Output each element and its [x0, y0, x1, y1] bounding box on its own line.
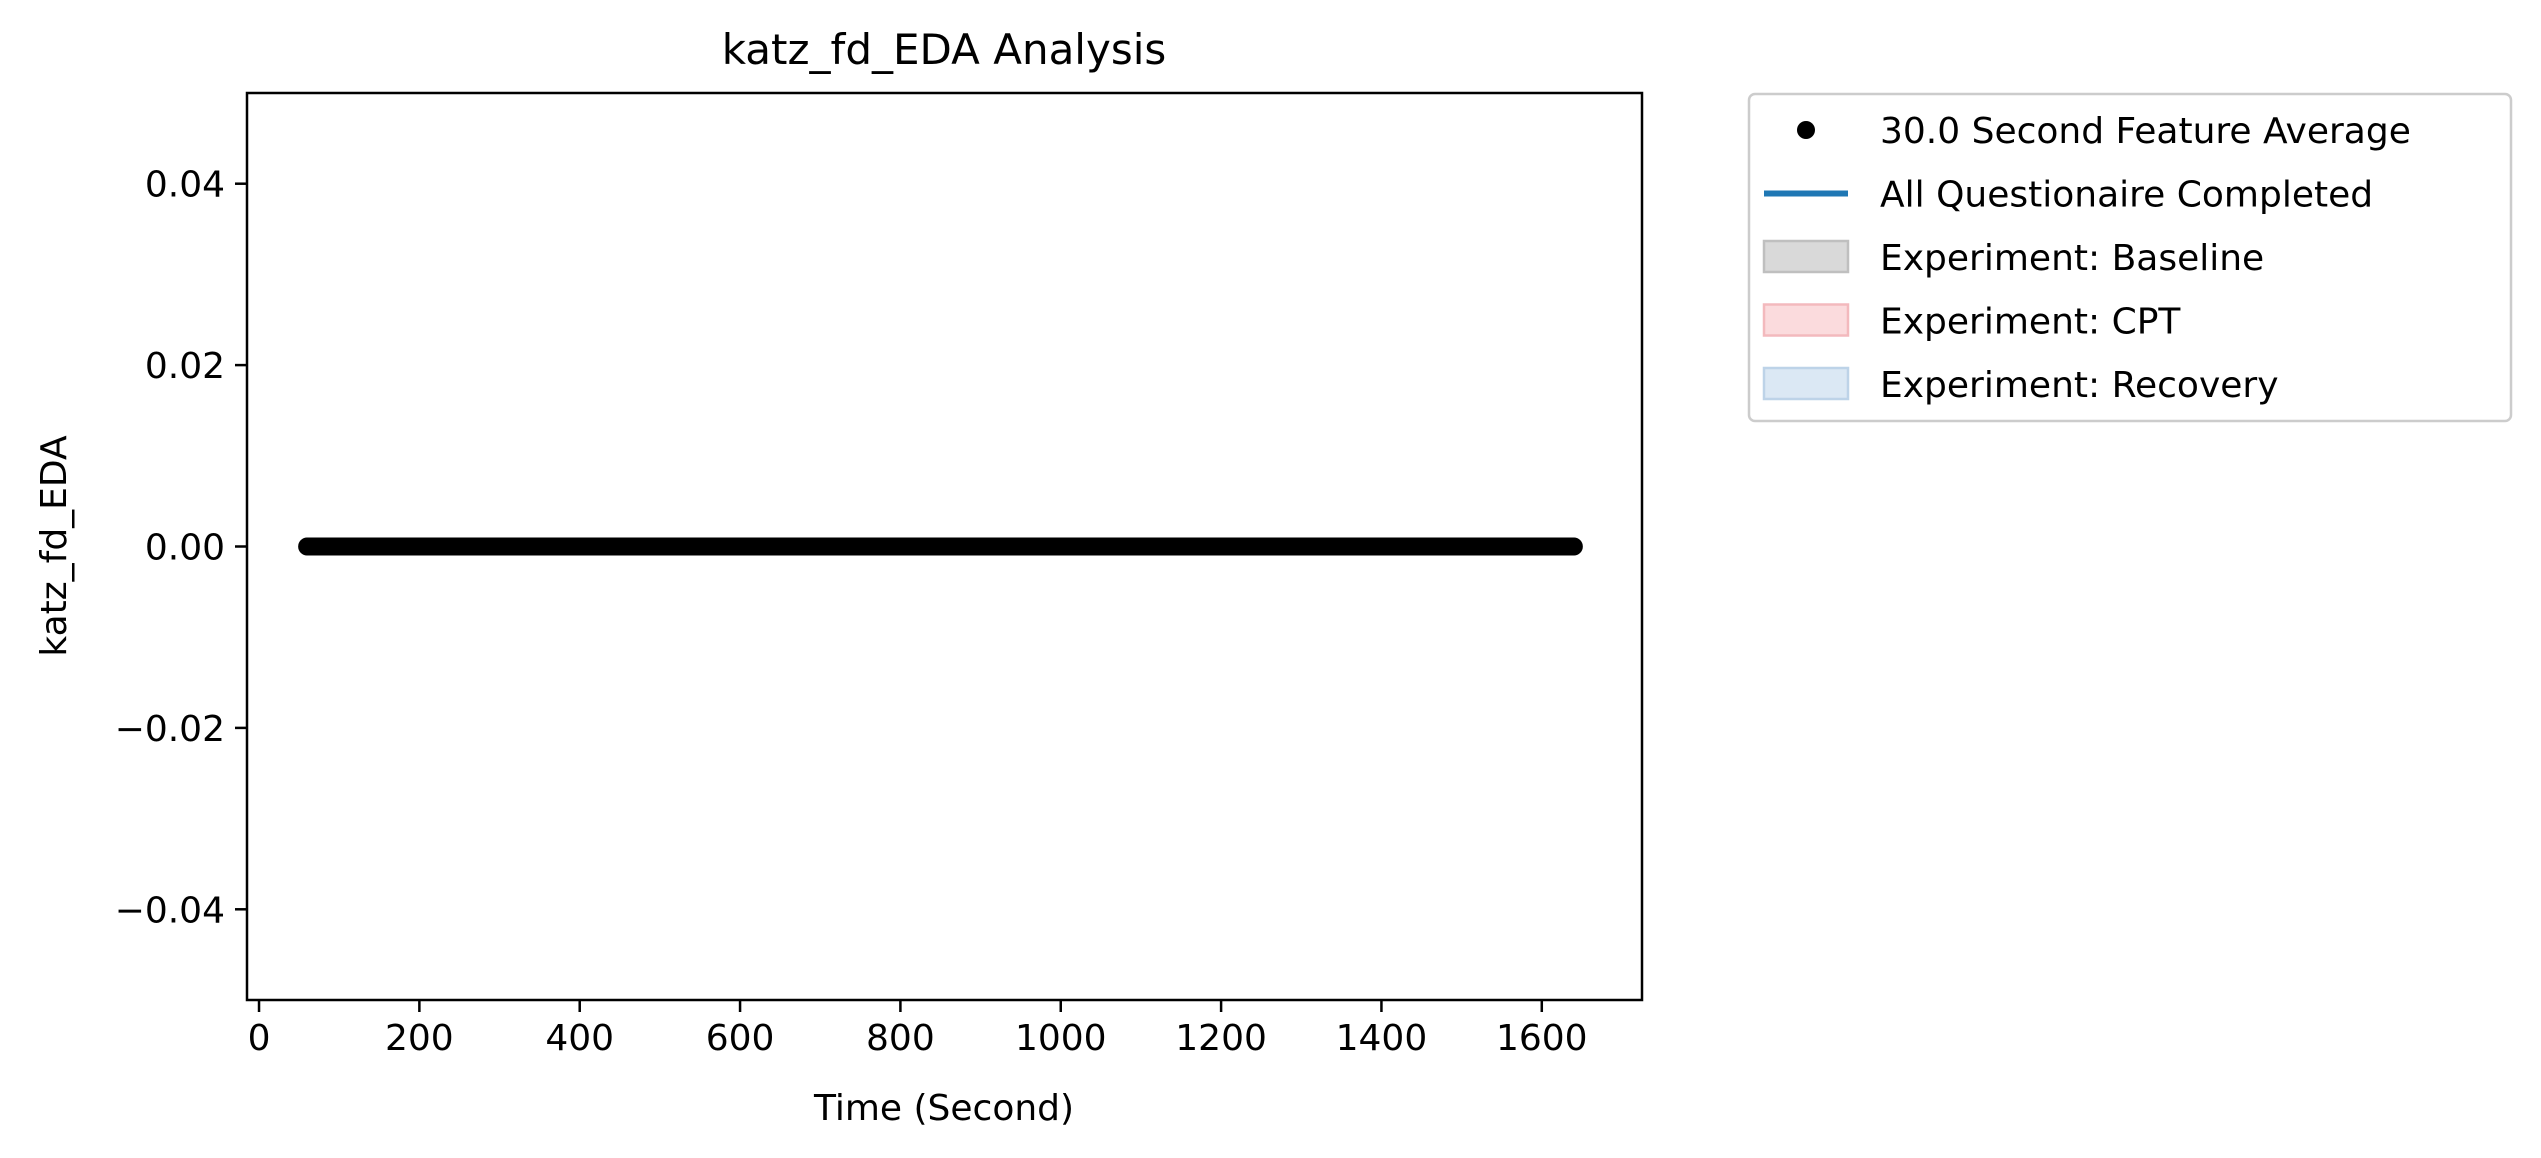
legend-label: 30.0 Second Feature Average: [1880, 111, 2411, 152]
legend-label: Experiment: Recovery: [1880, 365, 2279, 406]
x-axis: 0 200 400 600 800 1000 1200 1400 1600: [248, 1000, 1588, 1059]
data-point: [1564, 537, 1583, 556]
y-tick-label: 0.00: [145, 528, 225, 569]
y-tick-label: −0.02: [115, 709, 225, 750]
legend-swatch: [1762, 239, 1850, 274]
y-tick-label: 0.02: [145, 346, 225, 387]
legend-label: Experiment: Baseline: [1880, 238, 2264, 279]
x-tick-label: 0: [248, 1018, 271, 1059]
chart-title: katz_fd_EDA Analysis: [722, 25, 1167, 74]
x-tick-label: 1000: [1015, 1018, 1107, 1059]
y-axis-label: katz_fd_EDA: [34, 435, 75, 657]
y-axis: 0.04 0.02 0.00 −0.02 −0.04: [115, 165, 247, 931]
x-tick-label: 1200: [1175, 1018, 1267, 1059]
x-tick-label: 800: [866, 1018, 935, 1059]
legend: 30.0 Second Feature Average All Questiona…: [1747, 92, 2513, 423]
series-layer: [298, 537, 1583, 556]
x-tick-label: 1600: [1496, 1018, 1588, 1059]
legend-entry: All Questionaire Completed: [1764, 175, 2373, 216]
series-0: [298, 537, 1583, 556]
legend-entry: Experiment: CPT: [1762, 302, 2181, 343]
x-tick-label: 600: [706, 1018, 775, 1059]
x-tick-label: 1400: [1336, 1018, 1428, 1059]
legend-entries: 30.0 Second Feature Average All Questiona…: [1762, 111, 2411, 406]
x-tick-label: 400: [545, 1018, 614, 1059]
legend-entry: 30.0 Second Feature Average: [1797, 111, 2411, 152]
legend-marker: [1797, 121, 1815, 139]
legend-label: All Questionaire Completed: [1880, 175, 2373, 216]
y-tick-label: 0.04: [145, 165, 225, 206]
legend-entry: Experiment: Baseline: [1762, 238, 2264, 279]
legend-swatch: [1762, 303, 1850, 337]
x-axis-label: Time (Second): [813, 1088, 1074, 1129]
x-tick-label: 200: [385, 1018, 454, 1059]
legend-entry: Experiment: Recovery: [1762, 365, 2279, 406]
legend-label: Experiment: CPT: [1880, 302, 2181, 343]
legend-swatch: [1762, 366, 1850, 401]
legend-box: [1747, 92, 2513, 423]
y-tick-label: −0.04: [115, 890, 225, 931]
